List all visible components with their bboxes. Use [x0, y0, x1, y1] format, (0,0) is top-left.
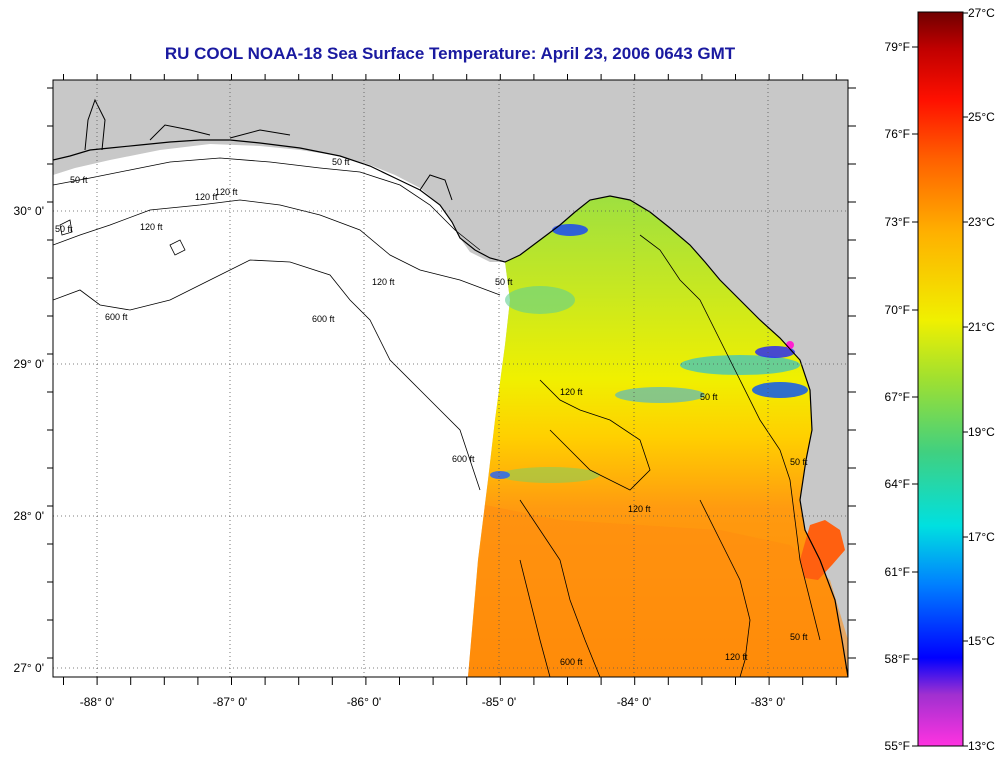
cool-streak	[680, 355, 800, 375]
c-label: 25°C	[968, 110, 995, 124]
bay-warm-area	[800, 520, 845, 580]
c-label: 23°C	[968, 215, 995, 229]
colorbar-ticks	[912, 12, 968, 747]
map-ticks	[47, 74, 856, 685]
map-title: RU COOL NOAA-18 Sea Surface Temperature:…	[164, 44, 736, 63]
cool-streak	[615, 387, 705, 403]
map-frame	[52, 79, 849, 678]
contour-label: 600 ft	[560, 657, 583, 667]
contour-label: 600 ft	[452, 454, 475, 464]
contour-label: 120 ft	[725, 652, 748, 662]
c-label: 17°C	[968, 530, 995, 544]
latitude-labels: 30° 0' 29° 0' 28° 0' 27° 0'	[14, 204, 44, 675]
f-label: 73°F	[885, 215, 910, 229]
lon-label: -86° 0'	[347, 695, 381, 709]
contour-label: 120 ft	[372, 277, 395, 287]
contour-label: 120 ft	[195, 192, 218, 202]
contour-120ft	[53, 199, 501, 296]
coastline	[53, 139, 848, 677]
lon-label: -84° 0'	[617, 695, 651, 709]
c-label: 21°C	[968, 320, 995, 334]
cool-streak	[500, 467, 600, 483]
lon-label: -88° 0'	[80, 695, 114, 709]
contour-label: 50 ft	[55, 224, 73, 234]
contour-label: 600 ft	[312, 314, 335, 324]
f-label: 79°F	[885, 40, 910, 54]
contour-label: 600 ft	[105, 312, 128, 322]
f-label: 55°F	[885, 739, 910, 753]
contour-label: 50 ft	[332, 157, 350, 167]
ocean-nodata-area	[53, 144, 510, 677]
depth-contours	[53, 157, 821, 677]
lat-label: 29° 0'	[14, 357, 44, 371]
lon-label: -83° 0'	[751, 695, 785, 709]
coastline-bay	[84, 98, 453, 201]
celsius-labels: 27°C 25°C 23°C 21°C 19°C 17°C 15°C 13°C	[968, 6, 995, 753]
contour-labels: 50 ft 50 ft 120 ft 120 ft 120 ft 600 ft …	[55, 157, 808, 667]
c-label: 13°C	[968, 739, 995, 753]
f-label: 64°F	[885, 477, 910, 491]
cool-streak	[755, 346, 795, 358]
contour-label: 50 ft	[790, 457, 808, 467]
contour-120ft-east	[699, 499, 751, 677]
contour-label: 50 ft	[70, 175, 88, 185]
contour-label: 120 ft	[628, 504, 651, 514]
c-label: 15°C	[968, 634, 995, 648]
contour-600ft	[53, 259, 481, 491]
cool-streak	[505, 286, 575, 314]
f-label: 70°F	[885, 303, 910, 317]
f-label: 61°F	[885, 565, 910, 579]
cool-streak	[552, 224, 588, 236]
contour-600ft-deep	[519, 559, 551, 677]
contour-50ft	[53, 157, 481, 251]
colorbar-scale	[917, 11, 964, 747]
contour-50ft-shelf	[639, 234, 821, 641]
lat-label: 27° 0'	[14, 661, 44, 675]
contour-label: 120 ft	[560, 387, 583, 397]
fahrenheit-labels: 79°F 76°F 73°F 70°F 67°F 64°F 61°F 58°F …	[885, 40, 910, 753]
contour-label: 120 ft	[215, 187, 238, 197]
lon-label: -87° 0'	[213, 695, 247, 709]
f-label: 67°F	[885, 390, 910, 404]
lat-label: 30° 0'	[14, 204, 44, 218]
lat-label: 28° 0'	[14, 509, 44, 523]
cool-streak	[752, 382, 808, 398]
contour-label: 50 ft	[790, 632, 808, 642]
contour-label: 50 ft	[495, 277, 513, 287]
f-label: 58°F	[885, 652, 910, 666]
cool-streak	[490, 471, 510, 479]
graticule	[53, 80, 848, 677]
lon-label: -85° 0'	[482, 695, 516, 709]
c-label: 27°C	[968, 6, 995, 20]
contour-label: 50 ft	[700, 392, 718, 402]
c-label: 19°C	[968, 425, 995, 439]
longitude-labels: -88° 0' -87° 0' -86° 0' -85° 0' -84° 0' …	[80, 695, 785, 709]
sst-warm-band	[468, 505, 848, 677]
contour-island	[59, 219, 186, 256]
contour-120ft-shelf	[539, 379, 651, 491]
contour-120ft-deep	[519, 499, 601, 677]
f-label: 76°F	[885, 127, 910, 141]
contour-label: 120 ft	[140, 222, 163, 232]
